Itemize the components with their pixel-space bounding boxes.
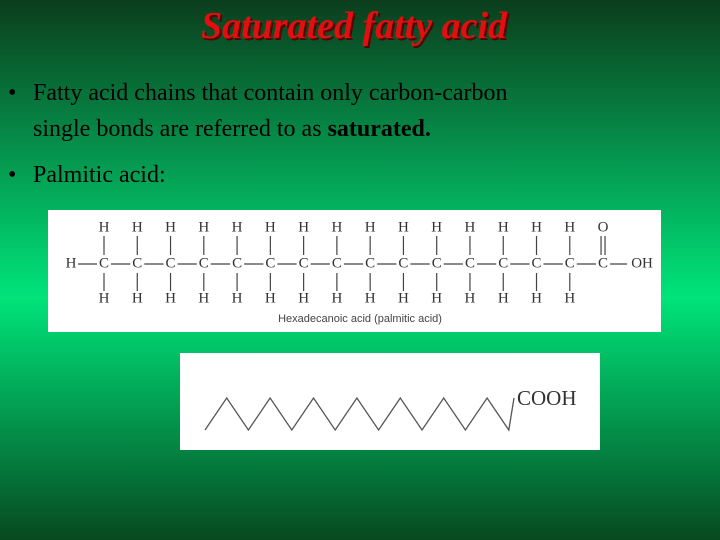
atom: C: [465, 255, 475, 271]
atom: C: [598, 255, 608, 271]
title: Saturated fatty acid: [201, 5, 508, 47]
atom: C: [365, 255, 375, 271]
atom: H: [132, 290, 143, 306]
atom: H: [398, 290, 409, 306]
atom: H: [331, 290, 342, 306]
atom: C: [265, 255, 275, 271]
formula-caption: Hexadecanoic acid (palmitic acid): [278, 313, 442, 325]
atom: H: [564, 290, 575, 306]
bullet-marker: •: [8, 162, 16, 188]
atom: H: [66, 255, 77, 271]
atom: C: [332, 255, 342, 271]
atom: H: [232, 219, 243, 235]
atom: H: [165, 290, 176, 306]
atom: C: [498, 255, 508, 271]
atom: H: [265, 219, 276, 235]
skeletal-label: COOH: [517, 386, 577, 410]
structural-formula: H C C C C C C C C C C C C C C C CH H H H H H H H H H H H H H H OH H H H H H H…: [66, 219, 653, 306]
atom: H: [265, 290, 276, 306]
atom: H: [498, 290, 509, 306]
skeletal-panel: [180, 353, 600, 450]
atom: C: [299, 255, 309, 271]
atom: H: [531, 290, 542, 306]
atom: O: [598, 219, 609, 235]
atom: C: [199, 255, 209, 271]
atom: H: [132, 219, 143, 235]
atom: C: [132, 255, 142, 271]
atom: H: [198, 219, 209, 235]
bullet-text: Fatty acid chains that contain only carb…: [33, 80, 508, 142]
atom: H: [298, 219, 309, 235]
atom: H: [531, 219, 542, 235]
atom: C: [166, 255, 176, 271]
atom: OH: [631, 255, 653, 271]
atom: H: [465, 290, 476, 306]
skeletal-chain: [204, 396, 515, 432]
atom: H: [365, 290, 376, 306]
bullet-text: Palmitic acid:: [33, 162, 166, 188]
bullet-text-line: single bonds are referred to as: [33, 116, 328, 142]
atom: C: [432, 255, 442, 271]
atom: H: [99, 219, 110, 235]
bullet-marker: •: [8, 80, 16, 106]
atom: H: [365, 219, 376, 235]
atom: H: [431, 290, 442, 306]
atom: H: [165, 219, 176, 235]
atom: H: [232, 290, 243, 306]
atom: H: [465, 219, 476, 235]
atom: C: [232, 255, 242, 271]
atom: H: [331, 219, 342, 235]
formula-panel: [48, 210, 661, 332]
atom: H: [398, 219, 409, 235]
atom: H: [298, 290, 309, 306]
atom: C: [532, 255, 542, 271]
atom: C: [565, 255, 575, 271]
bullet-emphasis: saturated.: [328, 116, 431, 142]
bullet-text-line: Fatty acid chains that contain only carb…: [33, 80, 508, 106]
atom: C: [398, 255, 408, 271]
atom: C: [99, 255, 109, 271]
atom: H: [99, 290, 110, 306]
atom: H: [431, 219, 442, 235]
atom: H: [198, 290, 209, 306]
atom: H: [564, 219, 575, 235]
atom: H: [498, 219, 509, 235]
title-shadow: Saturated fatty acid: [203, 7, 510, 49]
